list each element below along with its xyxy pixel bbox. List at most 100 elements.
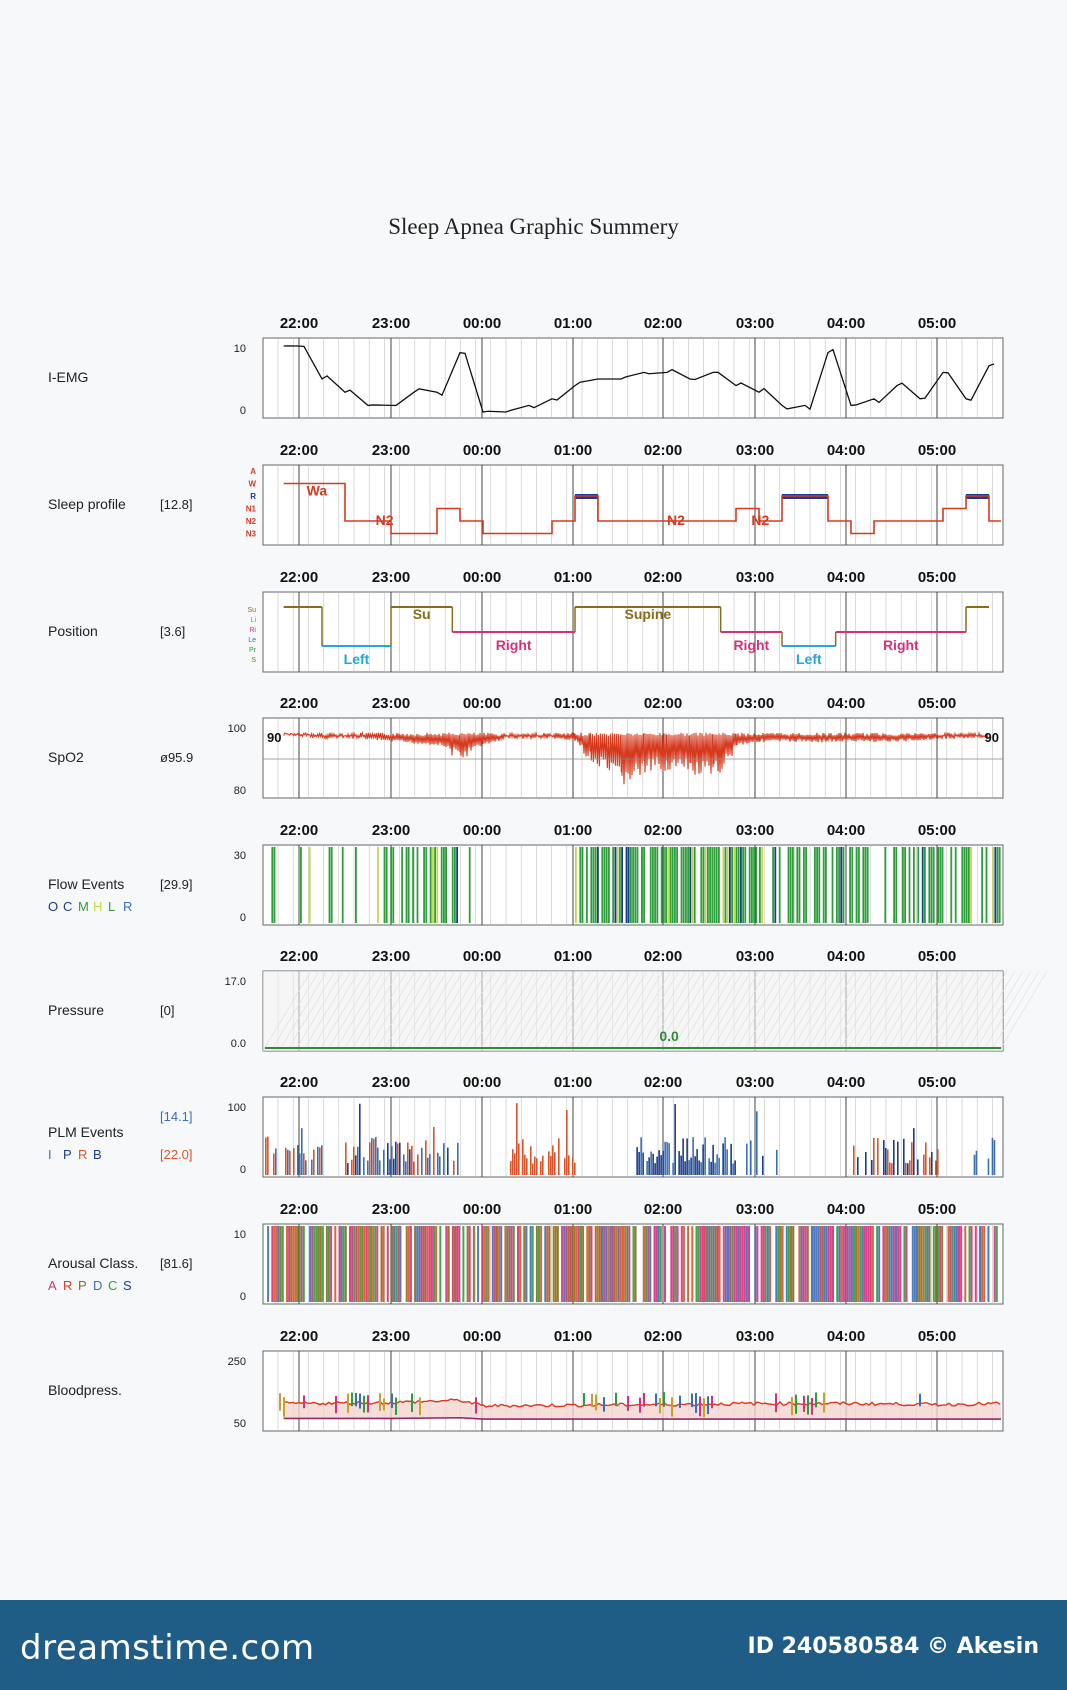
plm-event-bar [572,1157,574,1175]
arousal-bar [811,1226,813,1302]
hatch-line [766,970,816,1052]
plm-event-bar [574,1162,576,1175]
arousal-bar [699,1226,702,1302]
arousal-bar [760,1226,763,1302]
plm-event-bar [907,1163,909,1175]
arousal-bar [382,1226,385,1302]
plm-event-bar [684,1161,686,1175]
arousal-bar [905,1226,908,1302]
plm-event-bar [540,1161,542,1175]
plm-event-bar [319,1147,321,1175]
plm-event-bar [317,1146,319,1175]
flow-event-bar [968,847,970,923]
flow-event-bar [643,847,645,923]
arousal-bar [414,1226,417,1302]
hatch-line [894,970,944,1052]
time-tick-label: 05:00 [918,1074,956,1091]
row-value-2: [22.0] [160,1147,193,1162]
arousal-bar [825,1226,828,1302]
hatch-line [654,970,704,1052]
plm-event-bar [289,1150,291,1175]
bp-event-tick [699,1396,701,1417]
plm-event-bar [510,1161,512,1175]
bp-event-tick [655,1393,657,1407]
arousal-bar [523,1226,526,1302]
arousal-bar [409,1226,412,1302]
flow-event-bar [789,847,792,923]
flow-event-bar [440,847,443,923]
time-tick-label: 05:00 [918,569,956,586]
flow-event-bar [416,847,419,923]
hatch-line [694,970,744,1052]
flow-event-bar [822,847,825,923]
plm-event-bar [937,1149,939,1175]
y-tick-label: 80 [234,785,246,797]
arousal-bar [987,1226,990,1302]
arousal-bar [867,1226,870,1302]
plm-event-bar [680,1155,682,1175]
arousal-bar [519,1226,522,1302]
arousal-bar [628,1226,631,1302]
plm-event-bar [702,1144,704,1175]
arousal-bar [433,1226,435,1302]
position-label: Left [344,651,370,667]
hatch-line [550,970,600,1052]
arousal-bar [546,1226,549,1302]
bp-event-tick [807,1395,809,1415]
flow-event-bar [616,847,619,923]
arousal-bar [577,1226,580,1302]
arousal-bar [743,1226,746,1302]
flow-event-bar [412,847,414,923]
time-tick-label: 04:00 [827,442,865,459]
hatch-line [606,970,656,1052]
hatch-line [558,970,608,1052]
arousal-bar [955,1226,958,1302]
flow-event-bar [921,847,924,923]
bp-event-tick [351,1392,353,1407]
arousal-bar [737,1226,740,1302]
arousal-bar [960,1226,963,1302]
plm-event-bar [371,1138,373,1175]
plm-event-bar [554,1152,556,1175]
arousal-bar [466,1226,469,1302]
plm-event-bar [417,1154,419,1175]
flow-event-bar [753,847,755,923]
arousal-bar [586,1226,589,1302]
arousal-bar [817,1226,820,1302]
hatch-line [590,970,640,1052]
arousal-bar [454,1226,456,1302]
plm-event-bar [397,1143,399,1175]
plm-event-bar [690,1157,692,1175]
time-tick-label: 03:00 [736,442,774,459]
arousal-bar [836,1226,839,1302]
flow-event-bar [271,847,274,923]
plm-event-bar [351,1159,353,1175]
flow-event-bar [893,847,895,923]
plm-event-bar [393,1158,395,1175]
flow-event-bar [755,847,758,923]
arousal-bar [611,1226,614,1302]
plm-event-bar [698,1160,700,1175]
plm-event-bar [716,1154,718,1175]
legend-letter: C [108,1278,117,1293]
hatch-line [566,970,616,1052]
arousal-bar [687,1226,690,1302]
arousal-bar [748,1226,750,1302]
hatch-line [286,970,336,1052]
arousal-bar [529,1226,532,1302]
arousal-bar [724,1226,727,1302]
legend-letter: R [123,899,132,914]
time-tick-label: 01:00 [554,822,592,839]
arousal-bar [321,1226,324,1302]
arousal-bar [544,1226,547,1302]
panel-frame [262,717,1004,799]
hatch-line [758,970,808,1052]
flow-event-bar [851,847,854,923]
time-tick-label: 00:00 [463,1328,501,1345]
time-tick-label: 22:00 [280,822,318,839]
bp-event-tick [695,1392,697,1413]
flow-event-bar [456,847,458,923]
time-tick-label: 05:00 [918,822,956,839]
arousal-bar [745,1226,748,1302]
row-value: [3.6] [160,624,185,639]
